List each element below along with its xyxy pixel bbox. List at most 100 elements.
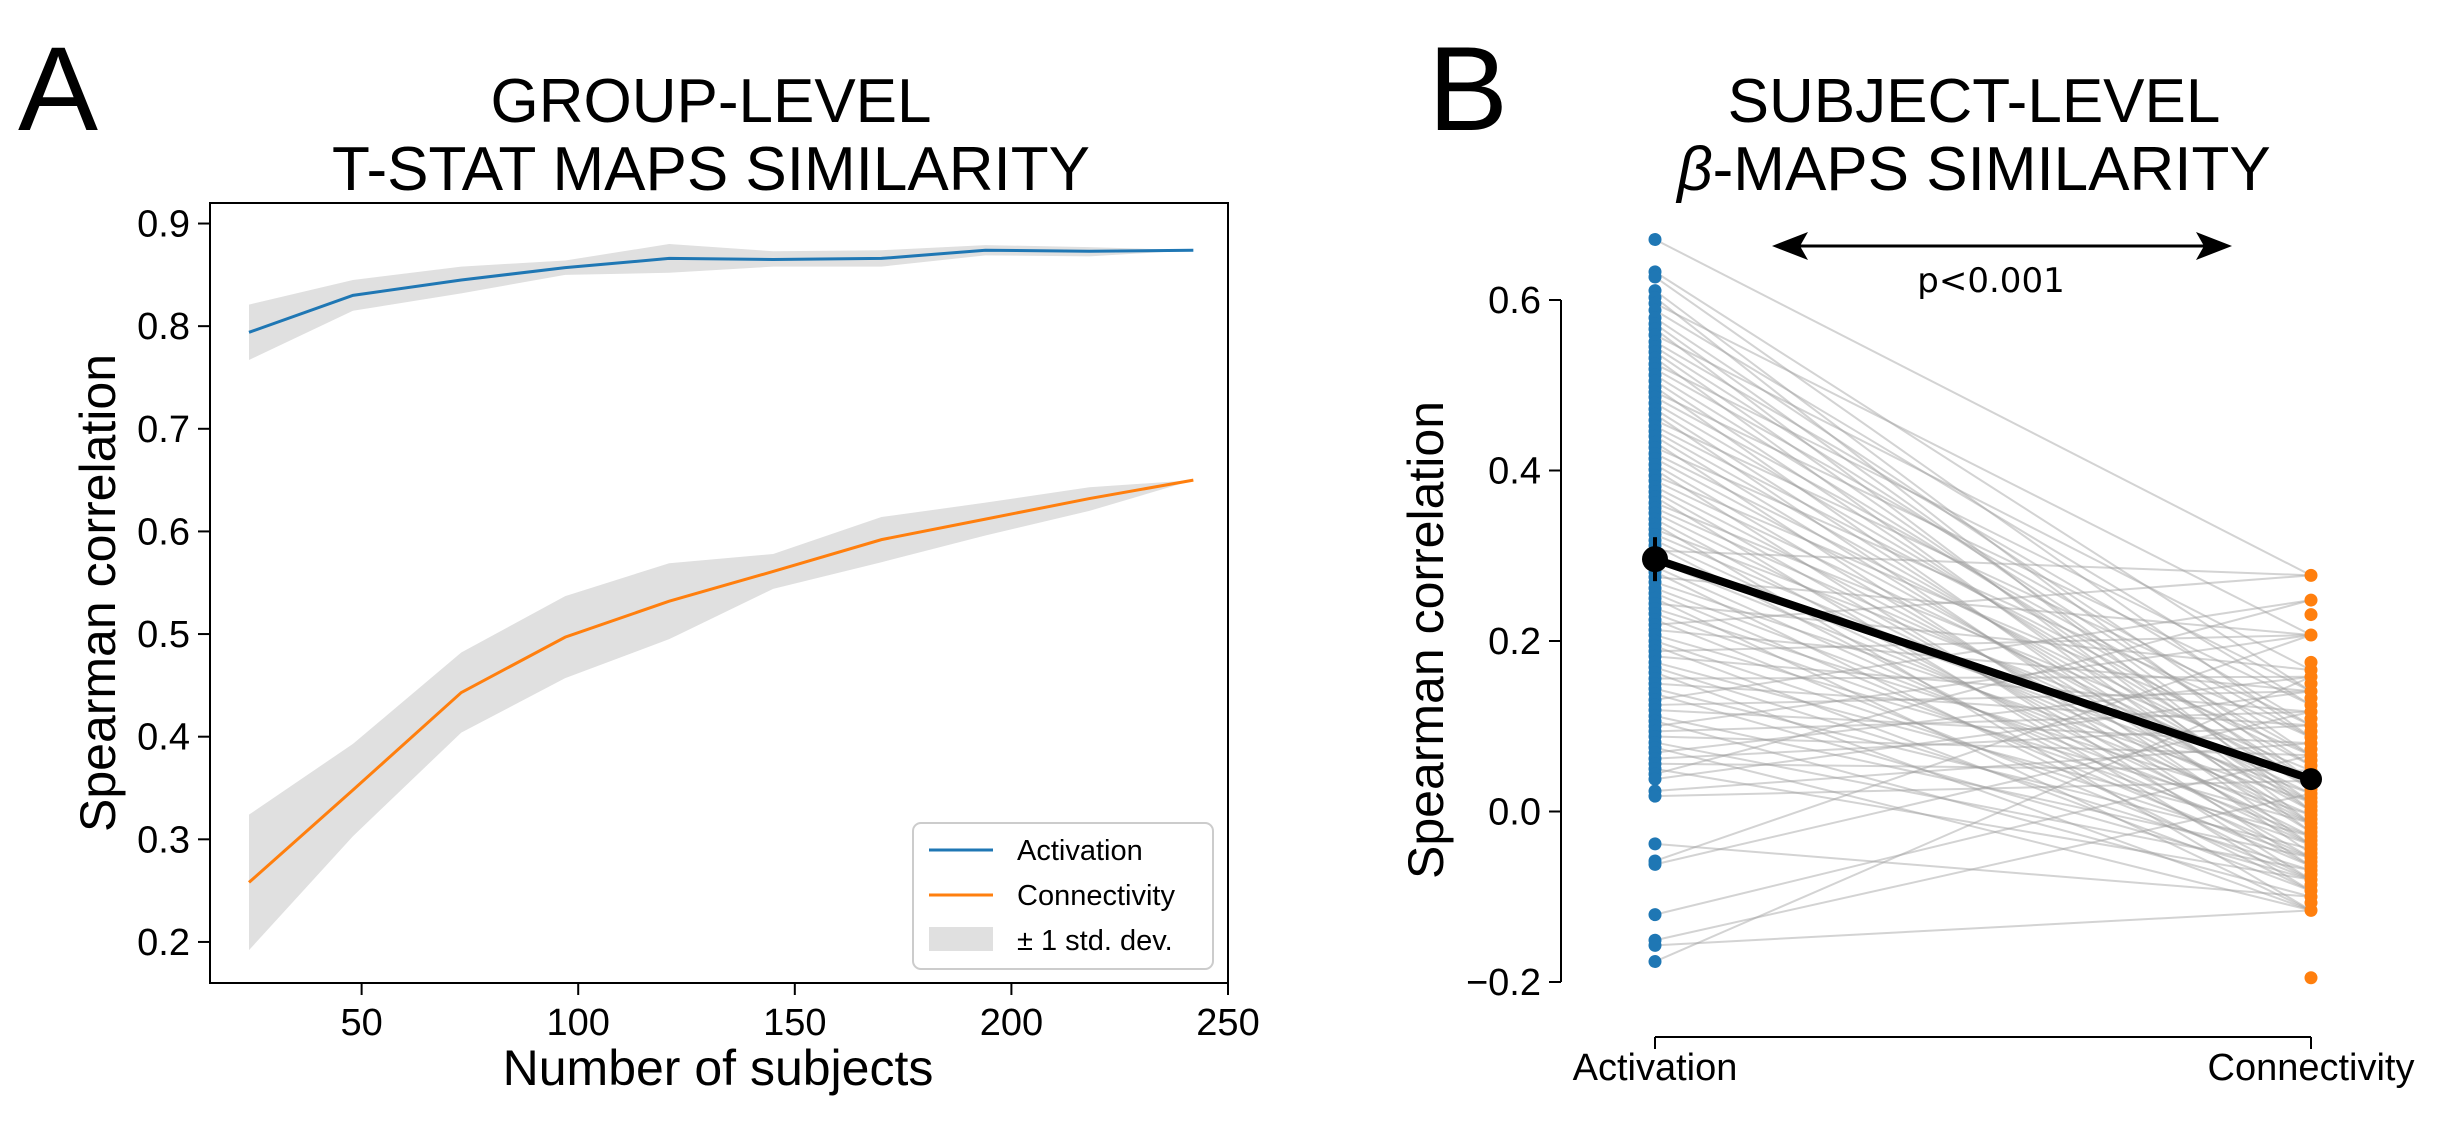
subject-pair-line: [1654, 435, 2312, 833]
x-tick-label-connectivity: Connectivity: [2208, 1047, 2415, 1089]
subject-pair-line: [1654, 581, 2312, 804]
subject-pair-line: [1654, 634, 2312, 728]
subject-pair-line: [1654, 666, 2312, 872]
subject-pair-line: [1654, 599, 2312, 701]
y-tick-label: 0.4: [137, 717, 190, 759]
subject-pair-line: [1654, 682, 2312, 727]
subject-pair-line: [1654, 742, 2312, 793]
subject-pair-line: [1654, 518, 2312, 867]
activation-point: [1648, 232, 1662, 246]
panel-b-title-rest: -MAPS SIMILARITY: [1713, 135, 2271, 204]
subject-pair-line: [1654, 289, 2312, 782]
subject-pair-line: [1654, 276, 2312, 739]
y-tick-label: 0.0: [1488, 792, 1541, 834]
std-band-activation: [248, 244, 1194, 361]
subject-pair-line: [1654, 741, 2312, 872]
subject-pair-line: [1654, 363, 2312, 693]
subject-pair-line: [1654, 587, 2312, 838]
subject-pair-line: [1654, 485, 2312, 825]
subject-pair-line: [1654, 709, 2312, 745]
subject-pair-line: [1654, 792, 2312, 942]
subject-pair-line: [1654, 357, 2312, 833]
subject-pair-line: [1654, 602, 2312, 671]
y-tick-label: 0.7: [137, 409, 190, 451]
mean-point-activation: [1642, 546, 1668, 573]
legend-connectivity-label: Connectivity: [1017, 880, 1175, 912]
subject-pair-line: [1654, 309, 2312, 706]
subject-pair-line: [1654, 549, 2312, 577]
activation-point: [1648, 270, 1662, 284]
subject-pair-line: [1654, 715, 2312, 859]
subject-pair-line: [1654, 446, 2312, 739]
subject-pair-line: [1654, 501, 2312, 772]
subject-pair-line: [1654, 238, 2312, 577]
subject-pair-line: [1654, 628, 2312, 693]
subject-pair-line: [1654, 317, 2312, 757]
panel-a-y-ticks: 0.2 0.3 0.4 0.5 0.6 0.7 0.8 0.9: [137, 204, 210, 964]
legend-activation-label: Activation: [1017, 835, 1143, 867]
panel-b: B SUBJECT-LEVEL β-MAPS SIMILARITY −0.2 0.…: [1398, 22, 2414, 1089]
subject-pair-line: [1654, 452, 2312, 782]
subject-pair-line: [1654, 762, 2312, 772]
subject-pair-line: [1654, 402, 2312, 791]
y-tick-label: 0.6: [1488, 280, 1541, 322]
activation-point: [1648, 938, 1662, 952]
x-tick-label: 100: [547, 1002, 610, 1044]
activation-point: [1648, 772, 1662, 786]
x-tick-label: 150: [763, 1002, 826, 1044]
connectivity-point: [2304, 903, 2318, 917]
y-tick-label: 0.2: [1488, 621, 1541, 663]
subject-pair-line: [1654, 571, 2312, 892]
activation-point: [1648, 908, 1662, 922]
y-tick-label: 0.8: [137, 306, 190, 348]
y-tick-label: 0.9: [137, 204, 190, 246]
subject-pair-line: [1654, 645, 2312, 892]
legend-std-swatch: [929, 927, 993, 951]
panel-a-letter: A: [18, 22, 98, 156]
subject-pair-line: [1654, 735, 2312, 757]
activation-point: [1648, 837, 1662, 851]
subject-pair-line: [1654, 386, 2312, 846]
y-tick-label: 0.4: [1488, 451, 1541, 493]
x-tick-label-activation: Activation: [1573, 1047, 1738, 1089]
subject-pair-line: [1654, 463, 2312, 846]
x-tick-label: 50: [340, 1002, 382, 1044]
subject-pair-line: [1654, 340, 2312, 727]
subject-pair-line: [1654, 690, 2312, 781]
subject-pair-line: [1654, 271, 2312, 693]
panel-b-title-line-2: β-MAPS SIMILARITY: [1675, 135, 2271, 204]
subject-pair-line: [1654, 539, 2312, 846]
subject-pair-line: [1654, 368, 2312, 739]
subject-pair-line: [1654, 754, 2312, 916]
panel-b-title-line-1: SUBJECT-LEVEL: [1728, 67, 2221, 136]
panel-b-mean: [1642, 537, 2322, 791]
subject-pair-line: [1654, 692, 2312, 881]
y-tick-label: −0.2: [1466, 962, 1541, 1004]
subject-pair-line: [1654, 767, 2312, 881]
legend-std-label: ± 1 std. dev.: [1017, 925, 1173, 957]
panel-a-y-axis-label: Spearman correlation: [70, 354, 126, 832]
subject-pair-line: [1654, 490, 2312, 859]
panel-a: A GROUP-LEVEL T-STAT MAPS SIMILARITY 50 1…: [18, 22, 1260, 1096]
connectivity-point: [2304, 628, 2318, 642]
connectivity-point: [2304, 568, 2318, 582]
subject-pair-line: [1654, 675, 2312, 963]
subject-pair-line: [1654, 909, 2312, 947]
y-tick-label: 0.3: [137, 819, 190, 861]
mean-line: [1653, 555, 2313, 783]
series-line-activation: [248, 248, 1194, 334]
connectivity-point: [2304, 593, 2318, 607]
subject-pair-line: [1654, 710, 2312, 733]
subject-pair-line: [1654, 425, 2312, 767]
panel-b-letter: B: [1428, 22, 1508, 156]
subject-pair-line: [1654, 746, 2312, 912]
subject-pair-line: [1654, 408, 2312, 825]
subject-pair-line: [1654, 323, 2312, 791]
subject-pair-line: [1654, 634, 2312, 653]
panel-a-lines: [247, 248, 1194, 884]
activation-point: [1648, 857, 1662, 871]
connectivity-point: [2304, 608, 2318, 622]
subject-pair-line: [1654, 675, 2312, 754]
subject-pair-line: [1654, 559, 2312, 825]
activation-point: [1648, 955, 1662, 969]
